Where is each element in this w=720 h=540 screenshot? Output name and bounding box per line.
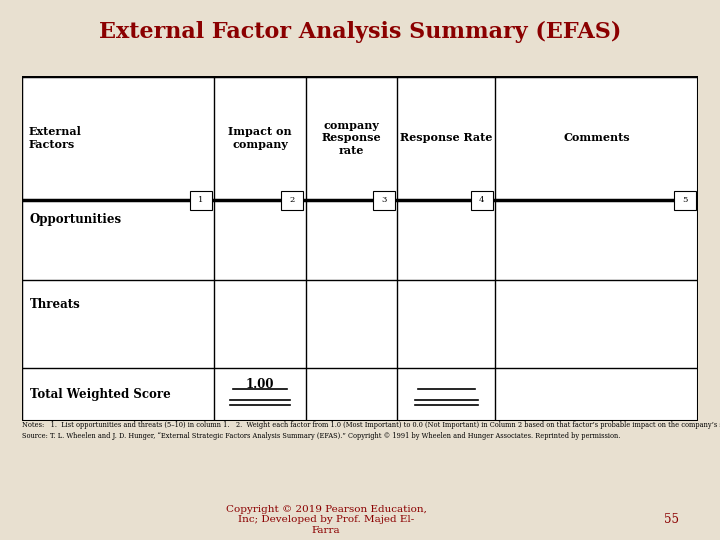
Text: 1: 1 [198, 196, 204, 204]
Text: Copyright © 2019 Pearson Education,
Inc; Developed by Prof. Majed El-
Farra: Copyright © 2019 Pearson Education, Inc;… [226, 505, 426, 535]
Text: 3: 3 [381, 196, 387, 204]
Text: External Factor Analysis Summary (EFAS): External Factor Analysis Summary (EFAS) [99, 22, 621, 43]
Bar [282, 191, 303, 210]
Bar [674, 191, 696, 210]
Bar [373, 191, 395, 210]
Text: External
Factors: External Factors [28, 126, 81, 150]
Bar [471, 191, 492, 210]
Text: Comments: Comments [564, 132, 630, 143]
Text: Total Weighted Score: Total Weighted Score [30, 388, 171, 401]
Text: Impact on
company: Impact on company [228, 126, 292, 150]
Text: Threats: Threats [30, 298, 81, 310]
Text: 1.00: 1.00 [246, 377, 274, 390]
Bar [190, 191, 212, 210]
Text: 2: 2 [289, 196, 295, 204]
Text: Notes:   1.  List opportunities and threats (5–10) in column 1.   2.  Weight eac: Notes: 1. List opportunities and threats… [22, 421, 720, 440]
Text: 5: 5 [682, 196, 688, 204]
Text: Response Rate: Response Rate [400, 132, 492, 143]
Text: 4: 4 [479, 196, 485, 204]
Text: company
Response
rate: company Response rate [322, 119, 382, 156]
Text: 55: 55 [664, 513, 679, 526]
Text: Opportunities: Opportunities [30, 213, 122, 226]
